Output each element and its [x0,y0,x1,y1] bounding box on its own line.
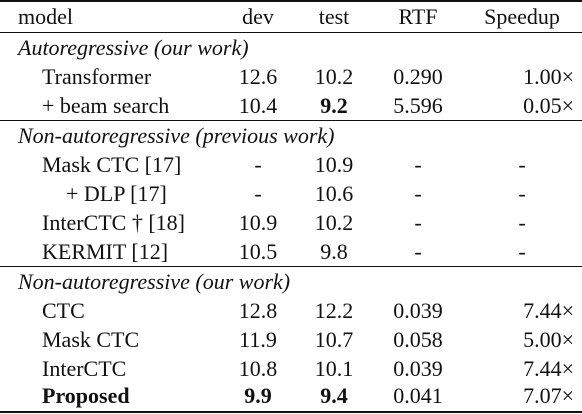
row-dev: - [254,152,262,177]
section-title: Non-autoregressive (previous work) [18,123,335,148]
header-test: test [318,4,350,29]
row-test: 10.1 [314,356,354,381]
row-model: InterCTC [42,356,127,381]
row-speedup: 1.00× [523,64,574,89]
row-rtf: 0.290 [393,64,443,89]
row-rtf: 0.041 [393,383,443,408]
section-title-row: Autoregressive (our work) [0,33,582,62]
section-title-row: Non-autoregressive (our work) [0,267,582,296]
row-test: 9.4 [320,383,348,408]
row-rtf: 0.058 [393,327,443,352]
row-speedup: 7.07× [523,383,574,408]
row-rtf: - [414,239,422,264]
row-speedup: - [518,181,526,206]
row-speedup: 7.44× [523,298,574,323]
table-row: InterCTC † [18] 10.9 10.2 - - [0,208,582,237]
row-test: 12.2 [314,298,354,323]
table-row: Mask CTC [17] - 10.9 - - [0,150,582,179]
row-rtf: - [414,152,422,177]
header-row: model dev test RTF Speedup [0,2,582,31]
bottom-rule [0,411,582,413]
table-row: Proposed 9.9 9.4 0.041 7.07× [0,381,582,410]
row-test: 10.6 [314,181,354,206]
row-model: InterCTC † [18] [42,210,185,235]
row-speedup: - [518,239,526,264]
table-row: KERMIT [12] 10.5 9.8 - - [0,237,582,266]
row-dev: 10.9 [238,210,278,235]
section-rule [0,120,582,121]
row-rtf: - [414,210,422,235]
row-model: CTC [42,298,85,323]
row-test: 10.2 [314,64,354,89]
row-model: Proposed [42,383,130,408]
row-test: 10.2 [314,210,354,235]
section-title: Non-autoregressive (our work) [18,269,291,294]
header-dev: dev [242,4,274,29]
table-row: InterCTC 10.8 10.1 0.039 7.44× [0,354,582,383]
table-row: Transformer 12.6 10.2 0.290 1.00× [0,62,582,91]
top-rule [0,0,582,2]
section-title: Autoregressive (our work) [18,35,249,60]
table-row: CTC 12.8 12.2 0.039 7.44× [0,296,582,325]
row-model: KERMIT [12] [42,239,169,264]
row-speedup: 5.00× [523,327,574,352]
row-model: + DLP [17] [66,181,167,206]
row-dev: 12.8 [238,298,278,323]
row-dev: 10.8 [238,356,278,381]
row-model: Mask CTC [17] [42,152,182,177]
row-dev: 10.4 [238,93,278,118]
section-rule [0,266,582,267]
row-test: 9.2 [320,93,348,118]
row-test: 10.7 [314,327,354,352]
row-rtf: 0.039 [393,298,443,323]
row-speedup: 0.05× [523,93,574,118]
row-rtf: - [414,181,422,206]
row-speedup: 7.44× [523,356,574,381]
row-dev: 9.9 [244,383,272,408]
row-dev: 10.5 [238,239,278,264]
header-model: model [18,4,73,29]
row-speedup: - [518,152,526,177]
row-rtf: 0.039 [393,356,443,381]
header-speedup: Speedup [484,4,560,29]
row-rtf: 5.596 [393,93,443,118]
table-row: Mask CTC 11.9 10.7 0.058 5.00× [0,325,582,354]
header-rule [0,32,582,33]
row-dev: 12.6 [238,64,278,89]
table-row: + DLP [17] - 10.6 - - [0,179,582,208]
row-test: 10.9 [314,152,354,177]
row-dev: - [254,181,262,206]
row-model: Mask CTC [42,327,140,352]
header-rtf: RTF [398,4,438,29]
row-model: + beam search [42,93,170,118]
row-speedup: - [518,210,526,235]
row-dev: 11.9 [239,327,277,352]
section-title-row: Non-autoregressive (previous work) [0,121,582,150]
table-row: + beam search 10.4 9.2 5.596 0.05× [0,91,582,120]
row-model: Transformer [42,64,152,89]
row-test: 9.8 [320,239,348,264]
